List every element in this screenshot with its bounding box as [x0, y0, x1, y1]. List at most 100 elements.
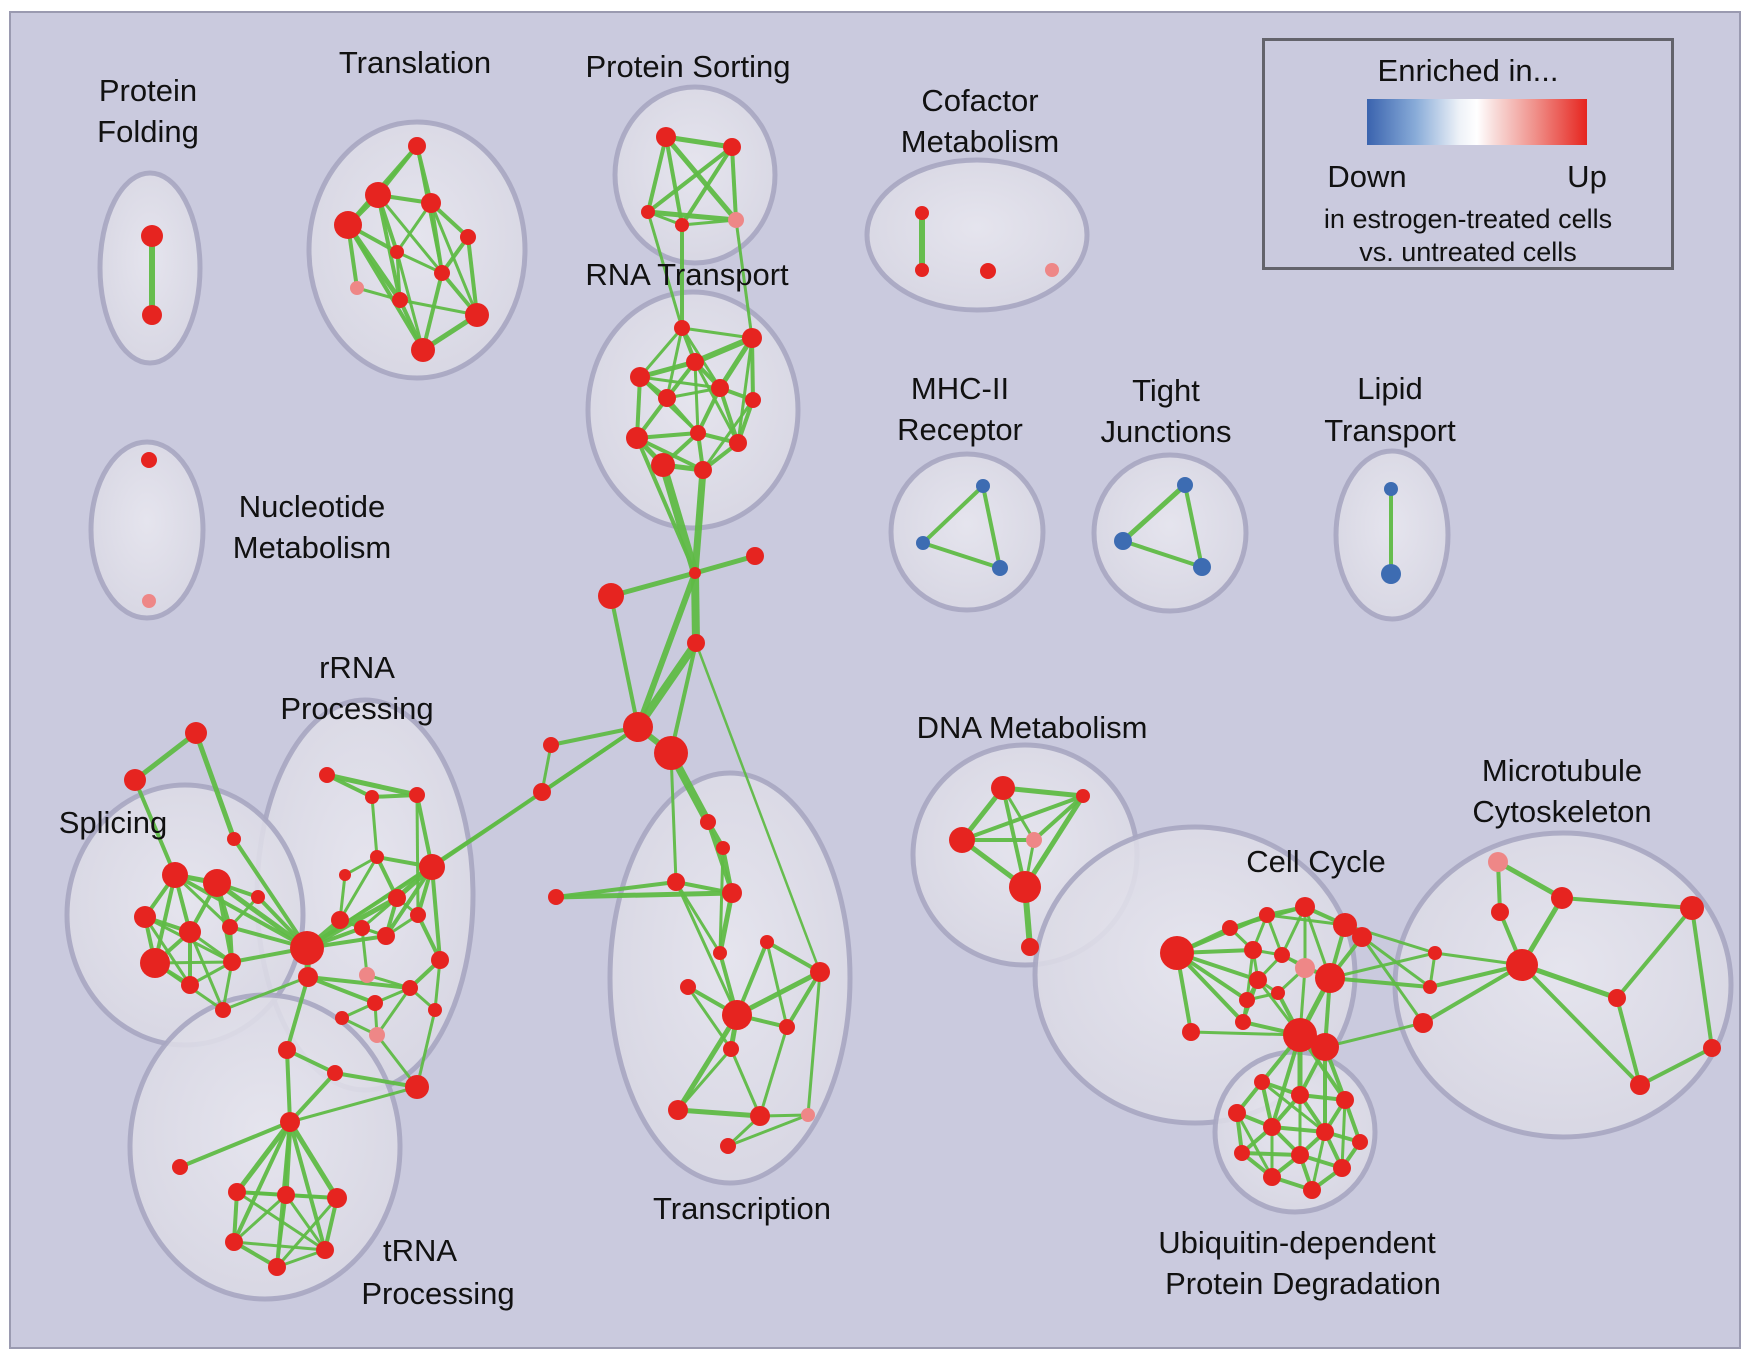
- gene-set-node-t3: [334, 211, 362, 239]
- gene-set-node-cc4: [1352, 927, 1372, 947]
- gene-set-node-h2: [654, 736, 688, 770]
- gene-set-node-sh2: [298, 967, 318, 987]
- edge-d1-d3: [1032, 794, 1085, 842]
- gene-set-node-x10: [779, 1019, 795, 1035]
- gene-set-node-mt0: [1488, 852, 1508, 872]
- gene-set-node-u6: [1352, 1134, 1368, 1150]
- edge-x15-x14: [727, 1113, 809, 1148]
- gene-set-node-rf: [419, 854, 445, 880]
- edge-cc8-mt5: [1329, 976, 1431, 989]
- gene-set-node-s8: [223, 953, 241, 971]
- gene-set-node-rd: [370, 850, 384, 864]
- gene-set-node-r0: [674, 320, 690, 336]
- gene-set-node-m3: [172, 1159, 188, 1175]
- cluster-label-microtubule-cytoskeleton-line1: Microtubule: [1482, 753, 1642, 788]
- gene-set-node-s2: [134, 906, 156, 928]
- gene-set-node-cc16: [1222, 920, 1238, 936]
- edge-ps2-ps4: [647, 209, 737, 223]
- gene-set-node-x11: [723, 1041, 739, 1057]
- edge-mh0-mh2: [981, 485, 1002, 569]
- edge-m1-m2: [288, 1071, 337, 1124]
- edge-mt6-mt9: [1615, 997, 1642, 1086]
- gene-set-node-cc12: [1235, 1014, 1251, 1030]
- gene-set-node-d5: [1021, 938, 1039, 956]
- edge-ps3-ps4: [681, 218, 737, 227]
- edge-x11-x12: [676, 1048, 733, 1111]
- gene-set-node-r6: [745, 392, 761, 408]
- gene-set-node-u10: [1263, 1168, 1281, 1186]
- gene-set-node-rj: [377, 927, 395, 945]
- gene-set-node-cc5: [1244, 941, 1262, 959]
- edge-j0-j1: [694, 553, 756, 576]
- gene-set-node-n0: [141, 452, 157, 468]
- gene-set-node-rc: [409, 787, 425, 803]
- edge-x7-x14: [806, 971, 822, 1116]
- gene-set-node-mt10: [1413, 1013, 1433, 1033]
- gene-set-node-mt7: [1680, 896, 1704, 920]
- edge-mt7-mt8: [1690, 907, 1714, 1049]
- gene-set-node-st2: [227, 832, 241, 846]
- edge-tj0-tj2: [1183, 484, 1204, 568]
- edge-tr1-tr4: [284, 1194, 327, 1251]
- gene-set-node-u1: [1291, 1086, 1309, 1104]
- edge-mt6-mt7: [1615, 906, 1694, 1000]
- gene-set-node-cf3: [1045, 263, 1059, 277]
- gene-set-node-x15: [720, 1138, 736, 1154]
- gene-set-node-rl: [431, 951, 449, 969]
- gene-set-node-x13: [750, 1106, 770, 1126]
- edge-m2-tr2: [287, 1120, 340, 1200]
- gene-set-node-mt9: [1630, 1075, 1650, 1095]
- edge-d0-d4: [1001, 787, 1027, 888]
- edge-x4-x3: [555, 890, 733, 900]
- edge-rc-rk: [415, 794, 420, 916]
- cluster-ellipse-rna-transport: [585, 289, 801, 531]
- edge-r6-r11: [701, 399, 755, 471]
- gene-set-node-r5: [711, 379, 729, 397]
- gene-set-node-cc11: [1239, 992, 1255, 1008]
- gene-set-node-d4: [1009, 871, 1041, 903]
- gene-set-node-mt4: [1428, 946, 1442, 960]
- gene-set-node-mt8: [1703, 1039, 1721, 1057]
- gene-set-node-tj1: [1114, 532, 1132, 550]
- edge-t5-t8: [395, 251, 402, 301]
- gene-set-node-ra: [319, 767, 335, 783]
- cluster-label-tight-junctions-line2: Junctions: [1101, 414, 1232, 449]
- edge-sh2-rn: [307, 975, 411, 990]
- gene-set-node-ps1: [723, 138, 741, 156]
- edge-r0-r1: [681, 326, 753, 340]
- edge-tr0-tr4: [236, 1190, 326, 1252]
- gene-set-node-tr3: [225, 1233, 243, 1251]
- edge-m2-tr3: [232, 1121, 292, 1243]
- gene-set-node-r1: [742, 328, 762, 348]
- gene-set-node-tr5: [268, 1258, 286, 1276]
- gene-set-node-cc2: [1295, 897, 1315, 917]
- gene-set-node-j2: [598, 583, 624, 609]
- edge-ps1-ps4: [730, 146, 738, 221]
- gene-set-node-cf1: [915, 263, 929, 277]
- edge-ps2-r0: [646, 211, 684, 329]
- edge-mt1-mt7: [1561, 896, 1693, 910]
- edge-st0-st2: [193, 732, 237, 840]
- gene-set-node-u5: [1316, 1123, 1334, 1141]
- gene-set-node-re: [339, 869, 351, 881]
- gene-set-node-j0: [689, 567, 701, 579]
- gene-set-node-s7: [181, 976, 199, 994]
- gene-set-node-r10: [651, 453, 675, 477]
- gene-set-node-r11: [694, 461, 712, 479]
- gene-set-node-ri: [354, 920, 370, 936]
- edge-rs-m2: [289, 1085, 418, 1124]
- gene-set-node-h1: [623, 712, 653, 742]
- edge-x9-x12: [675, 1013, 740, 1112]
- gene-set-node-s0: [162, 862, 188, 888]
- edge-tr1-tr5: [275, 1194, 288, 1268]
- gene-set-node-r2: [630, 367, 650, 387]
- gene-set-node-pf2: [142, 305, 162, 325]
- edge-ps0-ps4: [664, 135, 738, 222]
- gene-set-node-j1: [746, 547, 764, 565]
- edge-u2-u9: [1340, 1099, 1347, 1169]
- cluster-label-cell-cycle: Cell Cycle: [1246, 844, 1386, 879]
- cluster-labels: Protein Folding Translation Protein Sorting…: [59, 45, 1652, 1311]
- edge-t3-t10: [346, 223, 425, 352]
- gene-set-node-x0: [700, 814, 716, 830]
